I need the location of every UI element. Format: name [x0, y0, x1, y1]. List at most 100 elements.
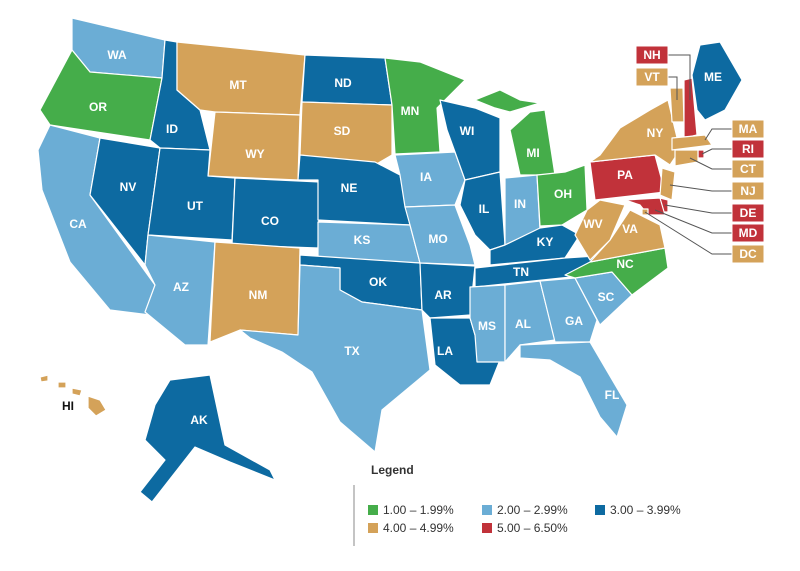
leader-line [668, 76, 678, 100]
legend-label: 4.00 – 4.99% [383, 521, 454, 535]
state-label: WA [107, 48, 127, 62]
state-label: IA [420, 170, 432, 184]
state-shape [207, 111, 301, 181]
state-label: AL [515, 317, 531, 331]
state-label: CO [261, 214, 279, 228]
legend-label: 3.00 – 3.99% [610, 503, 681, 517]
state-shape [39, 374, 49, 383]
state-shape [474, 89, 541, 113]
state-label: VT [644, 70, 660, 84]
callout-box [731, 244, 765, 264]
state-label: IN [514, 197, 526, 211]
callout-box [635, 67, 669, 87]
state-label: DE [740, 206, 757, 220]
state-label: SD [334, 124, 351, 138]
state-label: MN [401, 104, 420, 118]
state-label: IL [479, 202, 490, 216]
legend-swatch [368, 523, 378, 533]
leader-line [669, 184, 732, 192]
state-shape [539, 277, 598, 343]
legend-swatch [482, 505, 492, 515]
state-label: MI [526, 146, 539, 160]
legend: 1.00 – 1.99% 2.00 – 2.99% 3.00 – 3.99% 4.00… [368, 503, 681, 535]
state-label: GA [565, 314, 583, 328]
state-label: NM [249, 288, 268, 302]
labels: WA OR CA NV ID MT WY UT CO AZ NM ND SD NE KS OK TX MN IA MO… [62, 45, 765, 427]
leader-line [701, 148, 732, 155]
state-label: ME [704, 70, 722, 84]
state-shape [404, 204, 476, 266]
state-shape [71, 387, 83, 397]
state-shape [659, 167, 676, 201]
callout-box [731, 181, 765, 201]
leader-line [654, 209, 732, 234]
state-label: MT [229, 78, 247, 92]
state-label: NY [647, 126, 664, 140]
legend-swatch [482, 523, 492, 533]
callout-box [731, 119, 765, 139]
state-label: KS [354, 233, 371, 247]
state-shape [139, 374, 276, 503]
state-label: AK [190, 413, 208, 427]
legend-label: 1.00 – 1.99% [383, 503, 454, 517]
leader-line [668, 54, 691, 100]
state-label: TN [513, 265, 529, 279]
state-label: MO [428, 232, 447, 246]
state-label: NE [341, 181, 358, 195]
state-label: LA [437, 344, 453, 358]
callout-box [731, 203, 765, 223]
state-shape [419, 262, 476, 319]
state-label: CA [69, 217, 87, 231]
state-label: WY [245, 147, 264, 161]
state-label: AR [434, 288, 452, 302]
callout-box [731, 139, 765, 159]
state-label: OH [554, 187, 572, 201]
state-label: NC [616, 257, 634, 271]
state-shape [691, 41, 743, 121]
state-shape [504, 280, 556, 363]
state-label: RI [742, 142, 754, 156]
state-label: MD [739, 226, 758, 240]
state-label: TX [344, 344, 359, 358]
state-label: UT [187, 199, 204, 213]
state-shape [239, 264, 431, 453]
state-shape [489, 224, 581, 266]
state-label: MA [739, 122, 758, 136]
state-label: CT [740, 162, 757, 176]
state-shape [384, 57, 466, 155]
state-label: DC [739, 247, 757, 261]
state-label: OK [369, 275, 387, 289]
state-label: FL [605, 388, 620, 402]
state-label: NH [643, 48, 660, 62]
leader-line [689, 157, 732, 170]
state-label: AZ [173, 280, 189, 294]
state-shape [574, 199, 626, 261]
state-shape [589, 99, 681, 166]
state-shape [297, 154, 411, 226]
state-shape [509, 109, 556, 176]
callout-box [635, 45, 669, 65]
state-label: WV [583, 217, 602, 231]
leader-line [644, 211, 732, 255]
leader-line [664, 204, 732, 214]
leader-line [704, 128, 732, 141]
state-label: WI [460, 124, 475, 138]
state-label: ND [334, 76, 352, 90]
state-shape [299, 101, 393, 166]
state-shape [87, 395, 107, 417]
state-label: VA [622, 222, 638, 236]
legend-title: Legend [371, 463, 414, 477]
state-shape [671, 134, 713, 151]
state-label: PA [617, 168, 633, 182]
state-shape [519, 341, 628, 438]
state-label: KY [537, 235, 554, 249]
state-shape [231, 177, 321, 249]
state-shape [674, 149, 699, 167]
states [37, 17, 743, 503]
legend-label: 2.00 – 2.99% [497, 503, 568, 517]
state-shape [683, 77, 698, 139]
legend-swatch [368, 505, 378, 515]
state-label: HI [62, 399, 74, 413]
